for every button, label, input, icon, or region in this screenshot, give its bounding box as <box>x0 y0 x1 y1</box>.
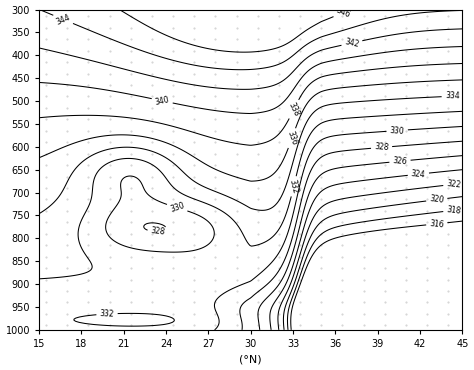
Text: 344: 344 <box>55 12 72 26</box>
Text: 326: 326 <box>392 156 408 166</box>
Text: 338: 338 <box>287 101 301 118</box>
X-axis label: (°N): (°N) <box>239 354 262 364</box>
Text: 336: 336 <box>285 130 299 147</box>
Text: 342: 342 <box>344 37 360 49</box>
Text: 332: 332 <box>288 178 300 194</box>
Text: 328: 328 <box>150 226 165 237</box>
Text: 320: 320 <box>429 194 445 205</box>
Text: 334: 334 <box>445 91 460 101</box>
Text: 328: 328 <box>374 142 389 152</box>
Text: 346: 346 <box>335 6 352 20</box>
Text: 324: 324 <box>410 169 426 179</box>
Text: 318: 318 <box>446 205 462 216</box>
Text: 322: 322 <box>446 179 461 189</box>
Text: 316: 316 <box>429 219 445 229</box>
Text: 330: 330 <box>390 125 405 135</box>
Text: 340: 340 <box>154 95 170 107</box>
Text: 332: 332 <box>100 309 115 319</box>
Text: 330: 330 <box>169 201 185 214</box>
